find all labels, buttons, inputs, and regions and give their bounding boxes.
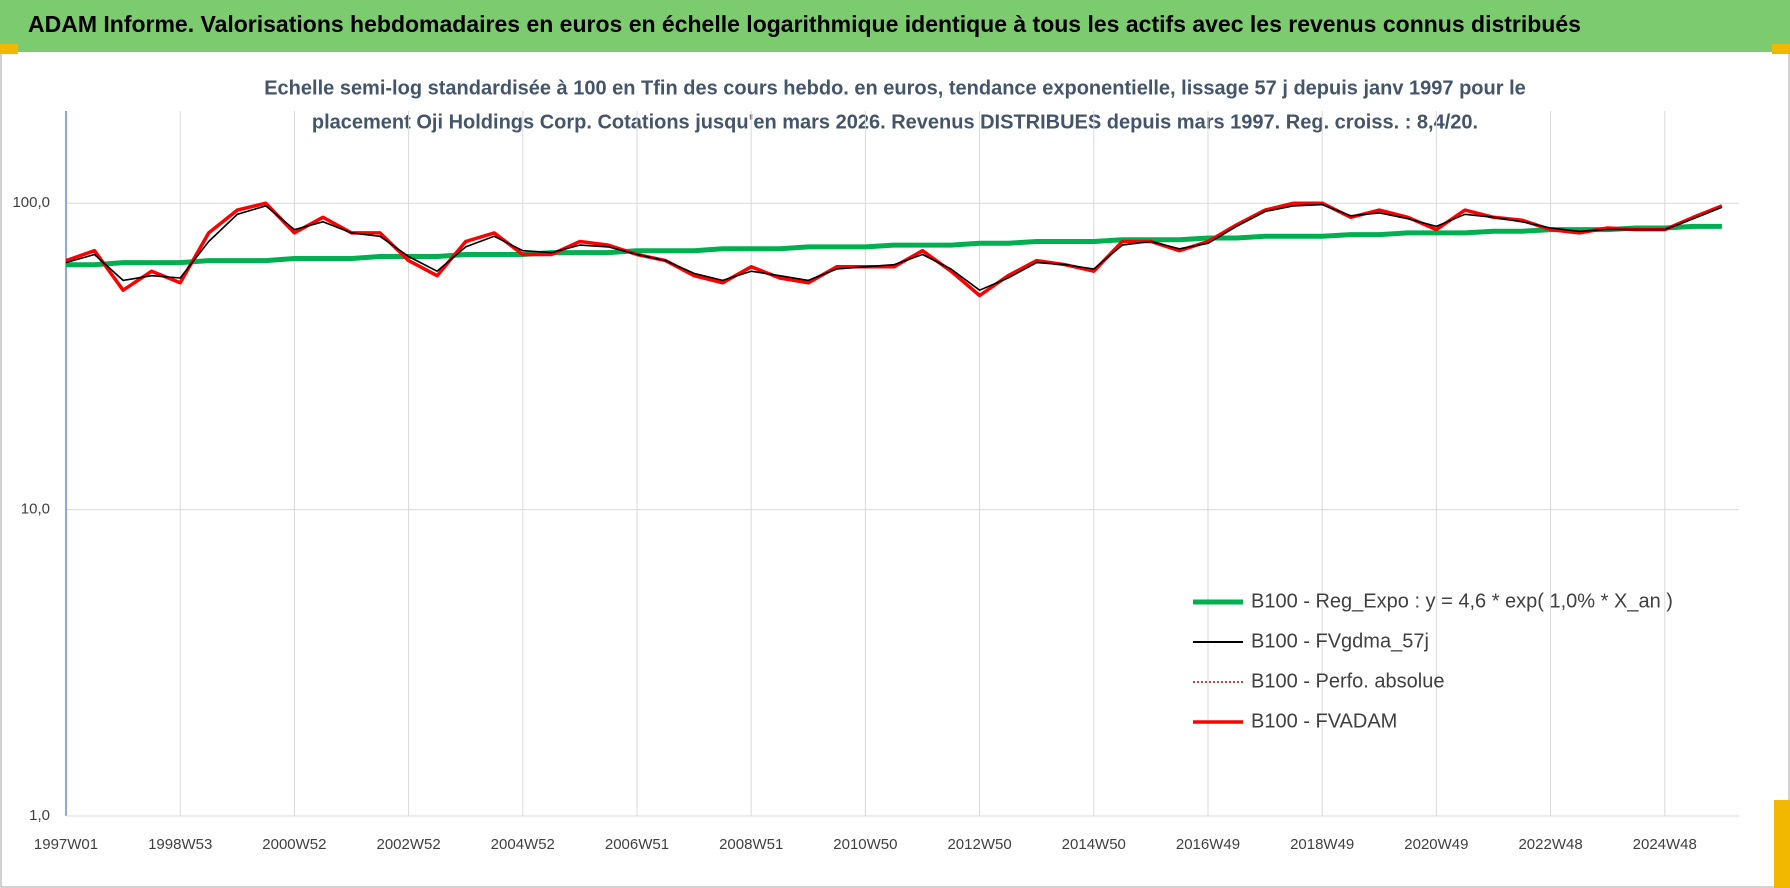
legend-label: B100 - FVgdma_57j: [1251, 630, 1429, 652]
y-tick-label: 100,0: [12, 194, 50, 211]
header-title: ADAM Informe. Valorisations hebdomadaire…: [28, 11, 1581, 37]
legend-label: B100 - Perfo. absolue: [1251, 670, 1444, 692]
chart-title: Echelle semi-log standardisée à 100 en T…: [264, 77, 1526, 99]
corner: [1774, 800, 1790, 888]
x-tick-label: 2004W52: [491, 836, 555, 853]
x-tick-label: 1997W01: [34, 836, 98, 853]
legend-label: B100 - FVADAM: [1251, 710, 1397, 732]
x-tick-label: 2000W52: [262, 836, 326, 853]
x-tick-label: 2012W50: [947, 836, 1011, 853]
x-tick-label: 2014W50: [1062, 836, 1126, 853]
legend-label: B100 - Reg_Expo : y = 4,6 * exp( 1,0% * …: [1251, 590, 1673, 612]
x-tick-label: 2018W49: [1290, 836, 1354, 853]
x-tick-label: 2022W48: [1518, 836, 1582, 853]
chart-title: placement Oji Holdings Corp. Cotations j…: [312, 111, 1478, 133]
x-tick-label: 2008W51: [719, 836, 783, 853]
x-tick-label: 1998W53: [148, 836, 212, 853]
x-tick-label: 2002W52: [376, 836, 440, 853]
x-tick-label: 2006W51: [605, 836, 669, 853]
series-line: [66, 223, 1722, 268]
y-tick-label: 10,0: [21, 501, 50, 518]
x-tick-label: 2010W50: [833, 836, 897, 853]
x-tick-label: 2020W49: [1404, 836, 1468, 853]
corner: [1772, 44, 1790, 54]
series-line: [65, 203, 1723, 291]
header-bar: [0, 0, 1790, 52]
x-tick-label: 2024W48: [1633, 836, 1697, 853]
y-tick-label: 1,0: [29, 807, 50, 824]
x-tick-label: 2016W49: [1176, 836, 1240, 853]
corner: [0, 44, 18, 54]
